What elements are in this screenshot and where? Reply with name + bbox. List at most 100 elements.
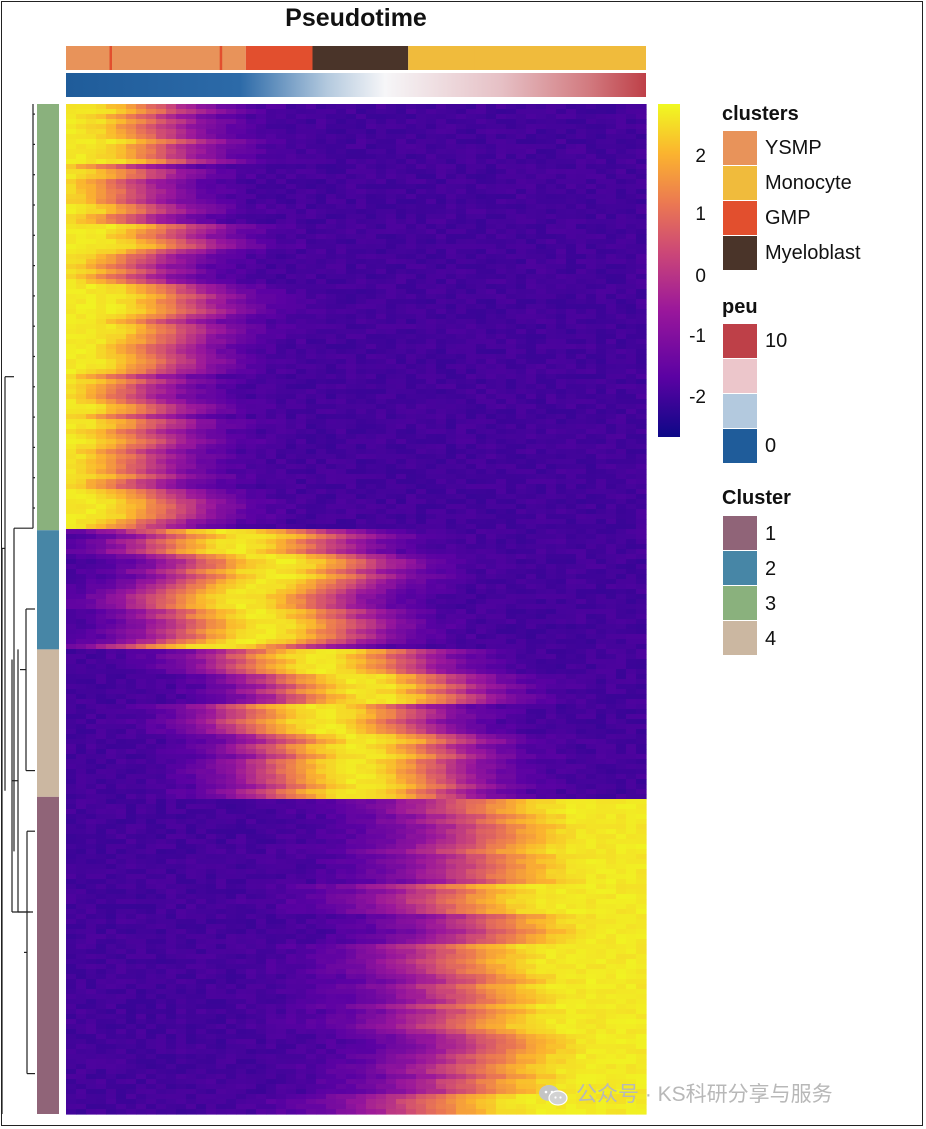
heatmap-cell: [366, 139, 377, 145]
heatmap-cell: [326, 454, 337, 460]
heatmap-cell: [176, 274, 187, 280]
heatmap-cell: [126, 359, 137, 365]
heatmap-cell: [96, 379, 107, 385]
heatmap-cell: [506, 129, 517, 135]
heatmap-cell: [346, 154, 357, 160]
heatmap-cell: [486, 374, 497, 380]
heatmap-cell: [296, 219, 307, 225]
heatmap-cell: [106, 374, 117, 380]
heatmap-cell: [606, 324, 617, 330]
heatmap-cell: [626, 329, 637, 335]
heatmap-cell: [276, 424, 287, 430]
heatmap-cell: [556, 349, 567, 355]
heatmap-cell: [326, 159, 337, 165]
heatmap-cell: [456, 239, 467, 245]
heatmap-cell: [226, 219, 237, 225]
heatmap-cell: [316, 319, 327, 325]
heatmap-cell: [426, 269, 437, 275]
heatmap-cell: [466, 159, 477, 165]
heatmap-cell: [586, 399, 597, 405]
heatmap-cell: [456, 179, 467, 185]
heatmap-cell: [366, 419, 377, 425]
heatmap-cell: [446, 319, 457, 325]
heatmap-cell: [166, 469, 177, 475]
heatmap-cell: [246, 439, 257, 445]
heatmap-cell: [606, 234, 617, 240]
heatmap-cell: [406, 469, 417, 475]
heatmap-cell: [76, 224, 87, 230]
heatmap-cell: [616, 459, 627, 465]
heatmap-cell: [326, 119, 337, 125]
heatmap-cell: [306, 309, 317, 315]
heatmap-cell: [286, 449, 297, 455]
heatmap-cell: [566, 404, 577, 410]
heatmap-cell: [126, 294, 137, 300]
heatmap-cell: [486, 164, 497, 170]
heatmap-cell: [236, 399, 247, 405]
heatmap-cell: [426, 349, 437, 355]
heatmap-cell: [496, 309, 507, 315]
heatmap-cell: [256, 284, 267, 290]
heatmap-cell: [226, 134, 237, 140]
heatmap-cell: [76, 499, 87, 505]
heatmap-cell: [156, 244, 167, 250]
heatmap-cell: [286, 134, 297, 140]
heatmap-cell: [446, 159, 457, 165]
heatmap-cell: [596, 424, 607, 430]
heatmap-cell: [86, 139, 97, 145]
heatmap-cell: [526, 324, 537, 330]
heatmap-cell: [406, 159, 417, 165]
heatmap-cell: [296, 454, 307, 460]
heatmap-cell: [486, 239, 497, 245]
heatmap-cell: [616, 244, 627, 250]
heatmap-cell: [286, 154, 297, 160]
heatmap-cell: [616, 354, 627, 360]
heatmap-cell: [536, 294, 547, 300]
heatmap-cell: [326, 349, 337, 355]
heatmap-cell: [426, 104, 437, 110]
heatmap-cell: [296, 199, 307, 205]
heatmap-cell: [126, 249, 137, 255]
heatmap-cell: [446, 254, 457, 260]
heatmap-cell: [346, 299, 357, 305]
heatmap-cell: [376, 144, 387, 150]
heatmap-cell: [216, 229, 227, 235]
heatmap-cell: [246, 189, 257, 195]
heatmap-cell: [106, 464, 117, 470]
heatmap-cell: [466, 179, 477, 185]
heatmap-cell: [286, 194, 297, 200]
heatmap-cell: [636, 269, 647, 275]
heatmap-cell: [636, 214, 647, 220]
heatmap-cell: [156, 119, 167, 125]
column-annotation-monocyte: [408, 46, 646, 70]
heatmap-cell: [536, 234, 547, 240]
heatmap-cell: [76, 294, 87, 300]
heatmap-cell: [206, 329, 217, 335]
heatmap-cell: [606, 414, 617, 420]
heatmap-cell: [446, 384, 457, 390]
heatmap-cell: [636, 514, 647, 520]
heatmap-cell: [266, 469, 277, 475]
heatmap-cell: [596, 444, 607, 450]
heatmap-cell: [536, 319, 547, 325]
heatmap-cell: [226, 324, 237, 330]
heatmap-row: [66, 464, 647, 470]
heatmap-cell: [356, 454, 367, 460]
heatmap-cell: [156, 224, 167, 230]
heatmap-cell: [346, 124, 357, 130]
heatmap-cell: [66, 244, 77, 250]
heatmap-cell: [516, 384, 527, 390]
heatmap-cell: [616, 324, 627, 330]
heatmap-cell: [166, 154, 177, 160]
heatmap-cell: [206, 114, 217, 120]
heatmap-cell: [106, 454, 117, 460]
heatmap-cell: [136, 429, 147, 435]
heatmap-cell: [76, 194, 87, 200]
heatmap-cell: [586, 319, 597, 325]
heatmap-cell: [416, 264, 427, 270]
heatmap-cell: [506, 259, 517, 265]
heatmap-cell: [286, 119, 297, 125]
heatmap-cell: [86, 104, 97, 110]
heatmap-cell: [446, 199, 457, 205]
heatmap-cell: [586, 134, 597, 140]
